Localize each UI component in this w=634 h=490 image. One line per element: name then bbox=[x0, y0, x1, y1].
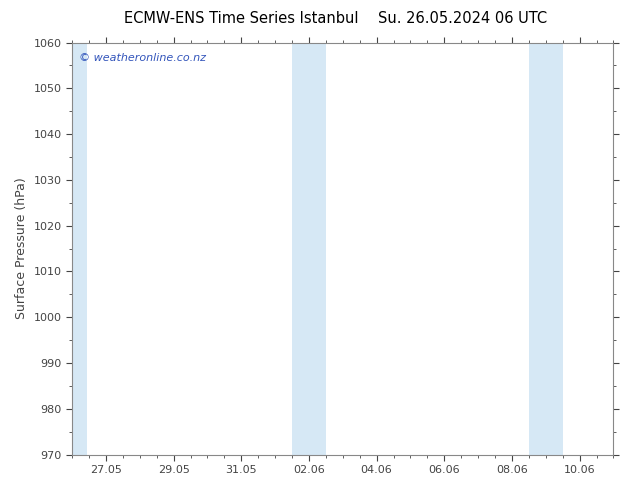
Bar bbox=[309, 43, 326, 455]
Bar bbox=[292, 43, 309, 455]
Bar bbox=[72, 43, 87, 455]
Y-axis label: Surface Pressure (hPa): Surface Pressure (hPa) bbox=[15, 178, 28, 319]
Text: ECMW-ENS Time Series Istanbul: ECMW-ENS Time Series Istanbul bbox=[124, 11, 358, 26]
Bar bbox=[529, 43, 546, 455]
Text: © weatheronline.co.nz: © weatheronline.co.nz bbox=[79, 53, 206, 63]
Text: Su. 26.05.2024 06 UTC: Su. 26.05.2024 06 UTC bbox=[378, 11, 547, 26]
Bar bbox=[546, 43, 563, 455]
